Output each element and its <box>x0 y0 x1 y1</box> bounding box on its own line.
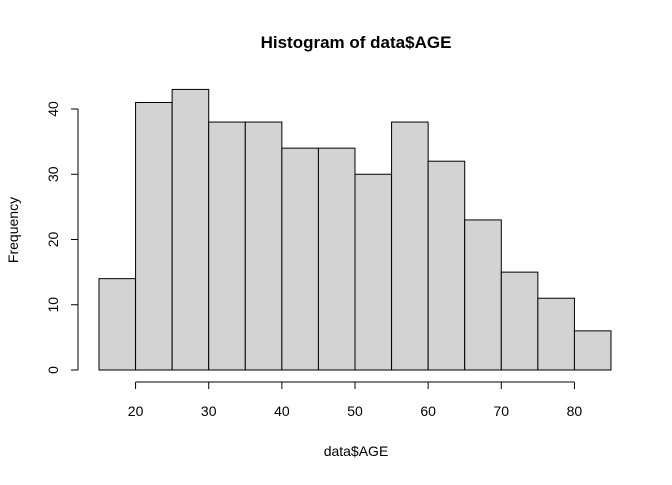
x-tick-label: 30 <box>201 403 217 419</box>
y-tick-label: 0 <box>45 366 61 374</box>
y-axis: 0 10 20 30 40 <box>45 101 79 374</box>
x-axis: 20 30 40 50 60 70 80 <box>128 381 583 419</box>
x-tick-label: 80 <box>567 403 583 419</box>
chart-title: Histogram of data$AGE <box>261 33 452 52</box>
histogram-bar-20-25 <box>135 101 173 371</box>
x-tick-label: 60 <box>420 403 436 419</box>
histogram-bar-25-30 <box>171 88 210 371</box>
histogram-bar-65-70 <box>464 219 502 371</box>
bars-group <box>98 88 612 371</box>
histogram-bar-60-65 <box>427 160 466 371</box>
y-tick-label: 20 <box>45 232 61 248</box>
histogram-bar-40-45 <box>281 147 319 371</box>
x-axis-label: data$AGE <box>324 443 389 459</box>
x-tick-label: 20 <box>128 403 144 419</box>
histogram-bar-35-40 <box>244 121 283 371</box>
histogram-bar-50-55 <box>354 173 393 371</box>
histogram-bar-55-60 <box>391 121 429 371</box>
y-tick-label: 40 <box>45 101 61 117</box>
y-tick-label: 30 <box>45 166 61 182</box>
histogram-bar-75-80 <box>537 297 575 371</box>
x-tick-label: 40 <box>274 403 290 419</box>
histogram-bar-15-20 <box>98 278 137 371</box>
histogram-bar-30-35 <box>208 121 246 371</box>
histogram-bar-45-50 <box>317 147 356 371</box>
x-tick-label: 70 <box>493 403 509 419</box>
y-axis-label: Frequency <box>5 197 21 263</box>
histogram-bar-70-75 <box>500 271 539 371</box>
x-tick-label: 50 <box>347 403 363 419</box>
histogram-bar-80-85 <box>573 330 612 371</box>
y-tick-label: 10 <box>45 297 61 313</box>
